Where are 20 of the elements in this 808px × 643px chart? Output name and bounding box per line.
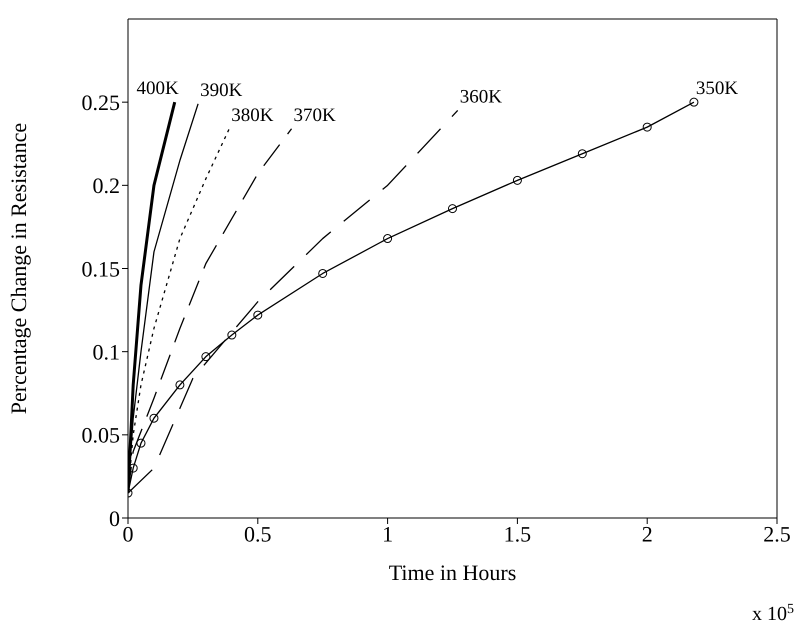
y-tick-label: 0.25 <box>82 90 120 115</box>
y-tick-label: 0 <box>109 506 120 531</box>
y-tick-label: 0.1 <box>92 339 120 364</box>
x-tick-label: 1.5 <box>504 522 532 547</box>
y-tick-label: 0.2 <box>92 173 120 198</box>
series-label: 360K <box>460 86 502 108</box>
x-axis-title: Time in Hours <box>388 560 516 585</box>
series-label: 400K <box>136 78 179 100</box>
y-axis-title: Percentage Change in Resistance <box>6 122 31 414</box>
x-tick-label: 1 <box>382 522 394 547</box>
x-tick-label: 2 <box>642 522 653 547</box>
series-label: 390K <box>200 80 243 101</box>
y-tick-label: 0.05 <box>82 422 120 448</box>
series-label: 350K <box>696 78 738 100</box>
text: x 10$^{5}$ <box>752 602 794 625</box>
y-tick-label: 0.15 <box>82 256 120 282</box>
x-tick-label: 0.5 <box>244 522 272 547</box>
series-label: 380K <box>231 104 274 126</box>
series-label: 370K <box>294 104 336 126</box>
x-tick-label: 2.5 <box>763 522 791 547</box>
